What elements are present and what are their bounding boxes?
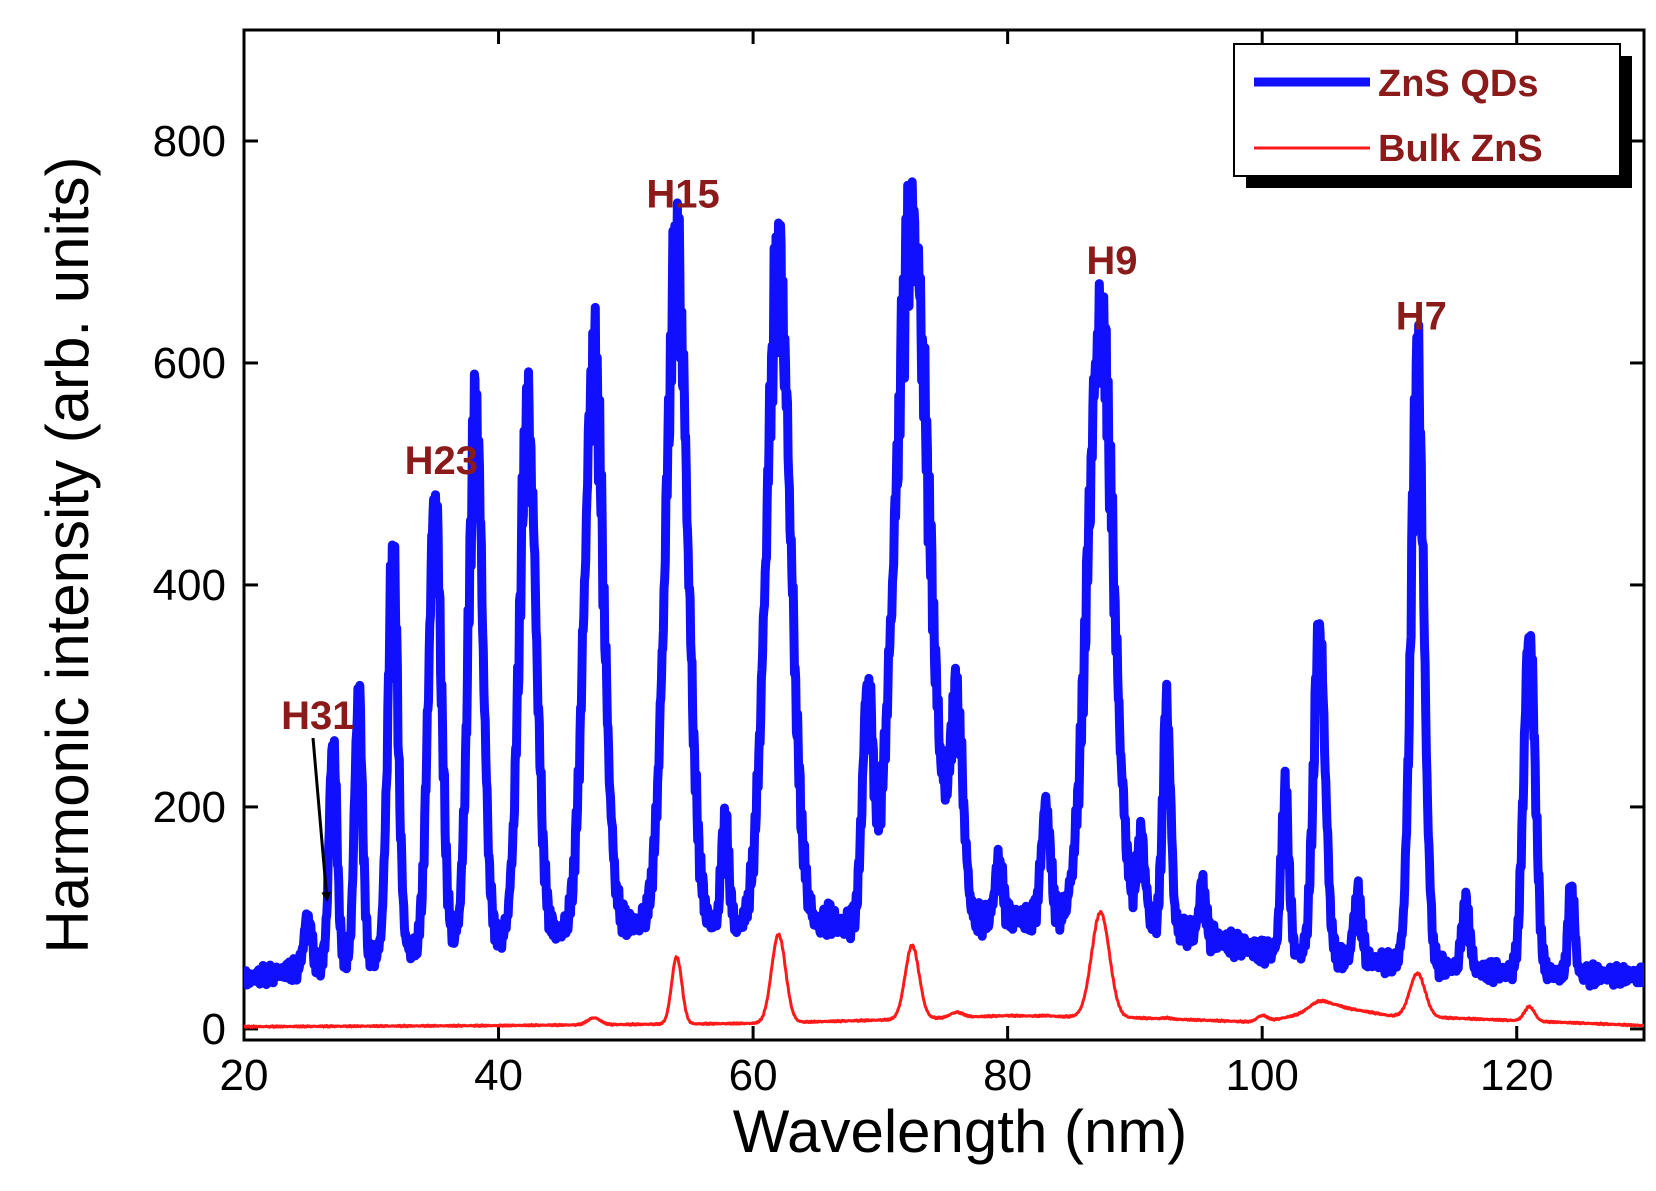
x-tick-label: 120 [1480, 1051, 1553, 1100]
annotation-h7: H7 [1396, 295, 1447, 339]
y-tick-label: 200 [153, 783, 226, 832]
x-tick-label: 40 [474, 1051, 523, 1100]
x-axis-ticks: 20 40 60 80 100 120 [220, 30, 1553, 1100]
legend-label-zns-qds: ZnS QDs [1378, 63, 1538, 105]
legend-label-bulk-zns: Bulk ZnS [1378, 128, 1543, 170]
x-tick-label: 100 [1225, 1051, 1298, 1100]
x-tick-label: 80 [983, 1051, 1032, 1100]
y-tick-label: 0 [202, 1005, 226, 1054]
y-tick-label: 600 [153, 339, 226, 388]
y-tick-label: 800 [153, 117, 226, 166]
x-tick-label: 20 [220, 1051, 269, 1100]
annotation-h23: H23 [405, 439, 478, 483]
h31-arrow [311, 737, 332, 902]
annotation-h15: H15 [646, 173, 719, 217]
y-tick-label: 400 [153, 561, 226, 610]
harmonic-annotations: H31 H23 H15 H9 H7 [281, 173, 1447, 739]
x-axis-title: Wavelength (nm) [733, 1098, 1188, 1165]
annotation-h9: H9 [1086, 239, 1137, 283]
series-line-bulk-zns [244, 910, 1644, 1029]
x-tick-label: 60 [729, 1051, 778, 1100]
y-axis-ticks: 0 200 400 600 800 [153, 117, 1644, 1054]
legend-box [1233, 43, 1621, 177]
series-line-zns-qds [244, 177, 1644, 991]
annotation-h31: H31 [281, 694, 354, 738]
plot-frame [242, 28, 1646, 1042]
y-axis-title: Harmonic intensity (arb. units) [34, 157, 101, 954]
legend: ZnS QDs Bulk ZnS [1233, 43, 1632, 188]
